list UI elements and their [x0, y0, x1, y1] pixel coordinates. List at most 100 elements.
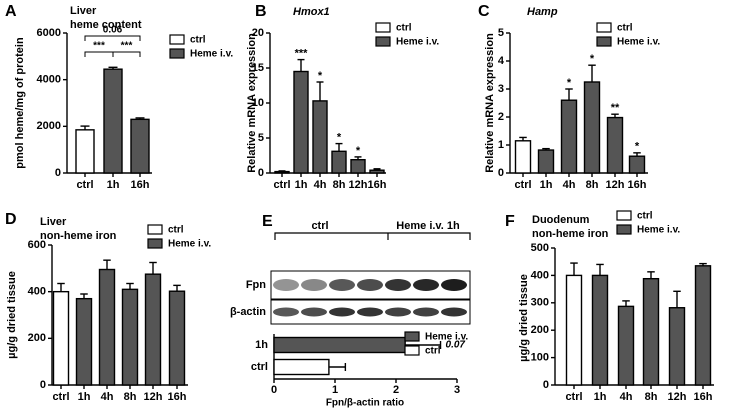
bar	[537, 149, 555, 174]
bar	[617, 305, 635, 386]
significance: *	[318, 70, 323, 82]
y-tick-label: 3	[498, 83, 504, 95]
annotation: 0.07	[446, 340, 466, 351]
x-tick-label: 12h	[144, 391, 163, 403]
legend-swatch	[147, 238, 163, 249]
panel-letter: C	[478, 3, 490, 20]
bar	[130, 118, 150, 174]
y-tick-label: 2	[498, 111, 504, 123]
bar	[331, 150, 347, 174]
x-tick-label: 4h	[314, 179, 327, 191]
x-tick-label: ctrl	[52, 391, 69, 403]
panel-title: Hmox1	[293, 6, 330, 18]
x-tick-label: 16h	[368, 179, 387, 191]
legend-swatch	[404, 331, 420, 342]
blot-band	[357, 279, 383, 291]
y-tick-label: 400	[531, 269, 549, 281]
panel-title: non-heme iron	[40, 230, 117, 242]
panel-letter: D	[5, 211, 17, 228]
significance: **	[611, 102, 620, 114]
legend-label: ctrl	[425, 346, 441, 357]
bar	[606, 116, 624, 174]
blot-band	[329, 279, 355, 291]
x-axis-label: Fpn/β-actin ratio	[326, 398, 404, 409]
bracket	[84, 35, 141, 41]
blot-label: Fpn	[246, 279, 266, 291]
significance: *	[337, 132, 342, 144]
bar	[274, 170, 290, 174]
y-tick-label: 0	[55, 167, 61, 179]
legend-swatch	[169, 34, 185, 45]
x-tick-label: ctrl	[514, 179, 531, 191]
legend-swatch	[169, 48, 185, 59]
y-tick-label: 0	[258, 167, 264, 179]
y-axis-label: Relative mRNA expression	[246, 33, 258, 173]
legend-label: Heme i.v.	[396, 37, 439, 48]
bar	[583, 81, 601, 174]
x-tick-label: 16h	[628, 179, 647, 191]
y-tick-label: 600	[28, 239, 46, 251]
y-axis-label: Relative mRNA expression	[484, 33, 496, 173]
group-label: Heme i.v. 1h	[396, 220, 460, 232]
x-tick-label: 1h	[78, 391, 91, 403]
bar	[52, 290, 70, 386]
y-tick-label: 1	[498, 139, 504, 151]
x-tick-label: 12h	[668, 391, 687, 403]
x-tick-label: 1h	[295, 179, 308, 191]
significance: *	[590, 53, 595, 65]
y-tick-label: 6000	[37, 27, 61, 39]
bracket-label: 0.06	[103, 25, 123, 36]
bracket-label: ***	[121, 41, 133, 52]
significance: *	[567, 77, 572, 89]
blot-band	[413, 307, 439, 317]
y-tick-label: 4000	[37, 74, 61, 86]
y-tick-label: 500	[531, 242, 549, 254]
legend-label: Heme i.v.	[425, 332, 468, 343]
legend-label: Heme i.v.	[190, 49, 233, 60]
blot-band	[273, 279, 299, 291]
bar	[98, 268, 116, 386]
x-tick-label: 8h	[586, 179, 599, 191]
x-tick-label: ctrl	[273, 179, 290, 191]
bracket	[84, 51, 114, 57]
y-axis-label: µg/g dried tissue	[6, 271, 18, 359]
blot-band	[357, 307, 383, 317]
y-axis-label: µg/g dried tissue	[518, 274, 530, 362]
bracket-label: ***	[93, 41, 105, 52]
y-tick-label: 0	[40, 379, 46, 391]
panel-title: non-heme iron	[532, 228, 609, 240]
legend-swatch	[616, 224, 632, 235]
y-tick-label: 20	[252, 27, 264, 39]
blot-label: β-actin	[230, 306, 266, 318]
bar	[293, 70, 309, 174]
y-tick-label: ctrl	[251, 361, 268, 373]
x-tick-label: 8h	[645, 391, 658, 403]
y-tick-label: 400	[28, 286, 46, 298]
x-tick-label: 4h	[620, 391, 633, 403]
legend-label: ctrl	[617, 23, 633, 34]
blot-band	[301, 279, 327, 291]
bar	[565, 274, 583, 386]
bar	[628, 155, 646, 174]
legend-swatch	[404, 345, 420, 356]
y-tick-label: 2000	[37, 120, 61, 132]
x-tick-label: 8h	[124, 391, 137, 403]
group-bracket	[274, 232, 471, 240]
significance: *	[635, 141, 640, 153]
y-tick-label: 1h	[255, 339, 268, 351]
legend-label: ctrl	[190, 35, 206, 46]
x-tick-label: 16h	[131, 179, 150, 191]
y-tick-label: 5	[258, 132, 264, 144]
blot-band	[385, 307, 411, 317]
legend-swatch	[375, 36, 391, 47]
panel-letter: A	[5, 3, 17, 20]
y-tick-label: 200	[28, 332, 46, 344]
y-tick-label: 5	[498, 27, 504, 39]
bar	[121, 288, 139, 386]
bar	[144, 273, 162, 386]
y-tick-label: 200	[531, 324, 549, 336]
x-tick-label: 8h	[333, 179, 346, 191]
legend-label: Heme i.v.	[168, 239, 211, 250]
bar	[668, 307, 686, 386]
